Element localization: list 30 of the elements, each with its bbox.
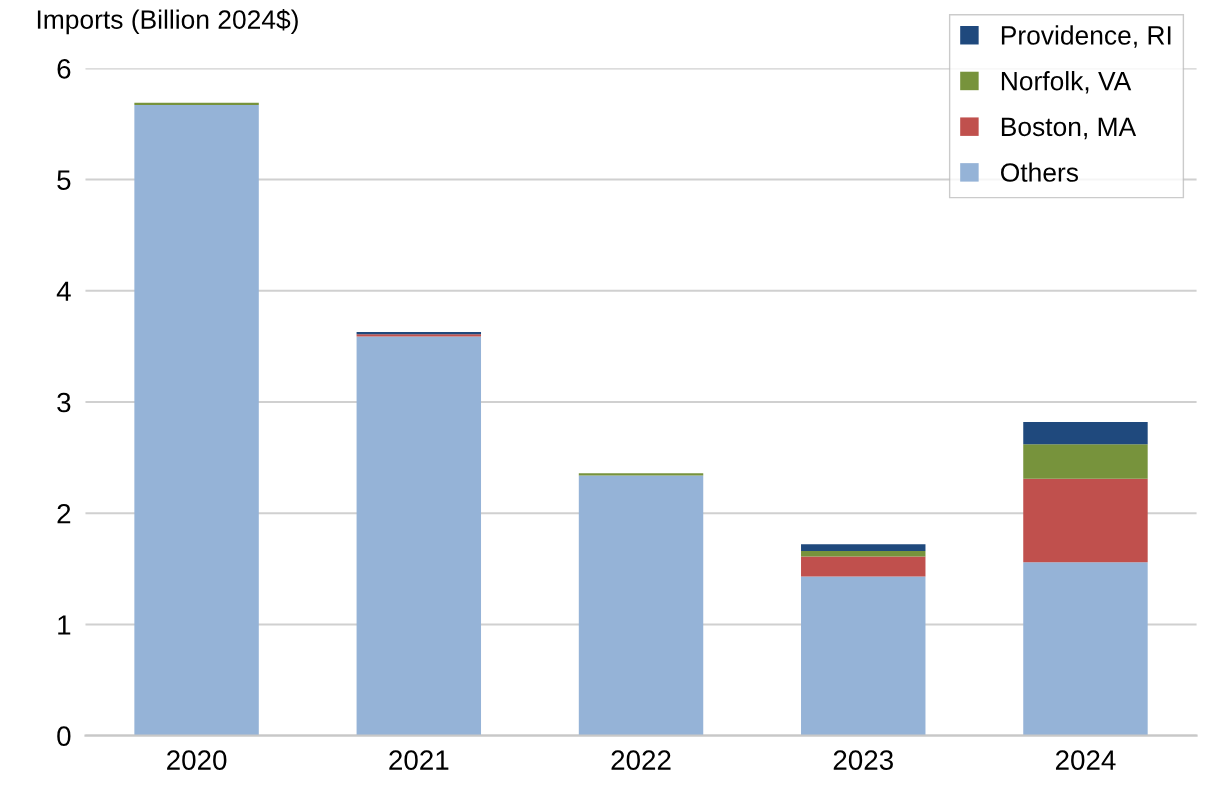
y-tick-label: 0: [57, 726, 71, 746]
legend-label: Providence, RI: [1001, 25, 1171, 48]
x-tick-label: 2020: [167, 750, 227, 770]
legend-label: Norfolk, VA: [1001, 71, 1132, 94]
x-tick-label: 2023: [833, 750, 893, 770]
legend-label: Boston, MA: [1001, 117, 1137, 140]
x-tick-label: 2024: [1055, 750, 1116, 770]
y-tick-label: 2: [57, 503, 71, 524]
legend-label: Others: [1001, 162, 1078, 182]
bar: [356, 336, 482, 736]
bar: [801, 556, 926, 577]
bar: [578, 473, 704, 476]
bar: [1023, 422, 1148, 445]
x-tick-label: 2021: [389, 750, 449, 770]
y-tick-label: 5: [57, 170, 71, 190]
bar: [801, 576, 926, 736]
y-tick-label: 1: [58, 615, 71, 635]
bar: [1023, 562, 1148, 736]
y-axis-title: Imports (Billion 2024$): [37, 9, 298, 35]
x-tick-label: 2022: [611, 750, 671, 770]
bar: [1023, 478, 1148, 563]
bar: [134, 105, 259, 736]
bar: [578, 475, 704, 736]
y-tick-label: 6: [57, 59, 71, 79]
y-tick-label: 4: [56, 281, 71, 301]
bar: [801, 551, 926, 557]
bar: [1023, 444, 1148, 479]
y-tick-label: 3: [57, 392, 71, 413]
bar: [801, 544, 926, 552]
bar: [134, 102, 259, 106]
